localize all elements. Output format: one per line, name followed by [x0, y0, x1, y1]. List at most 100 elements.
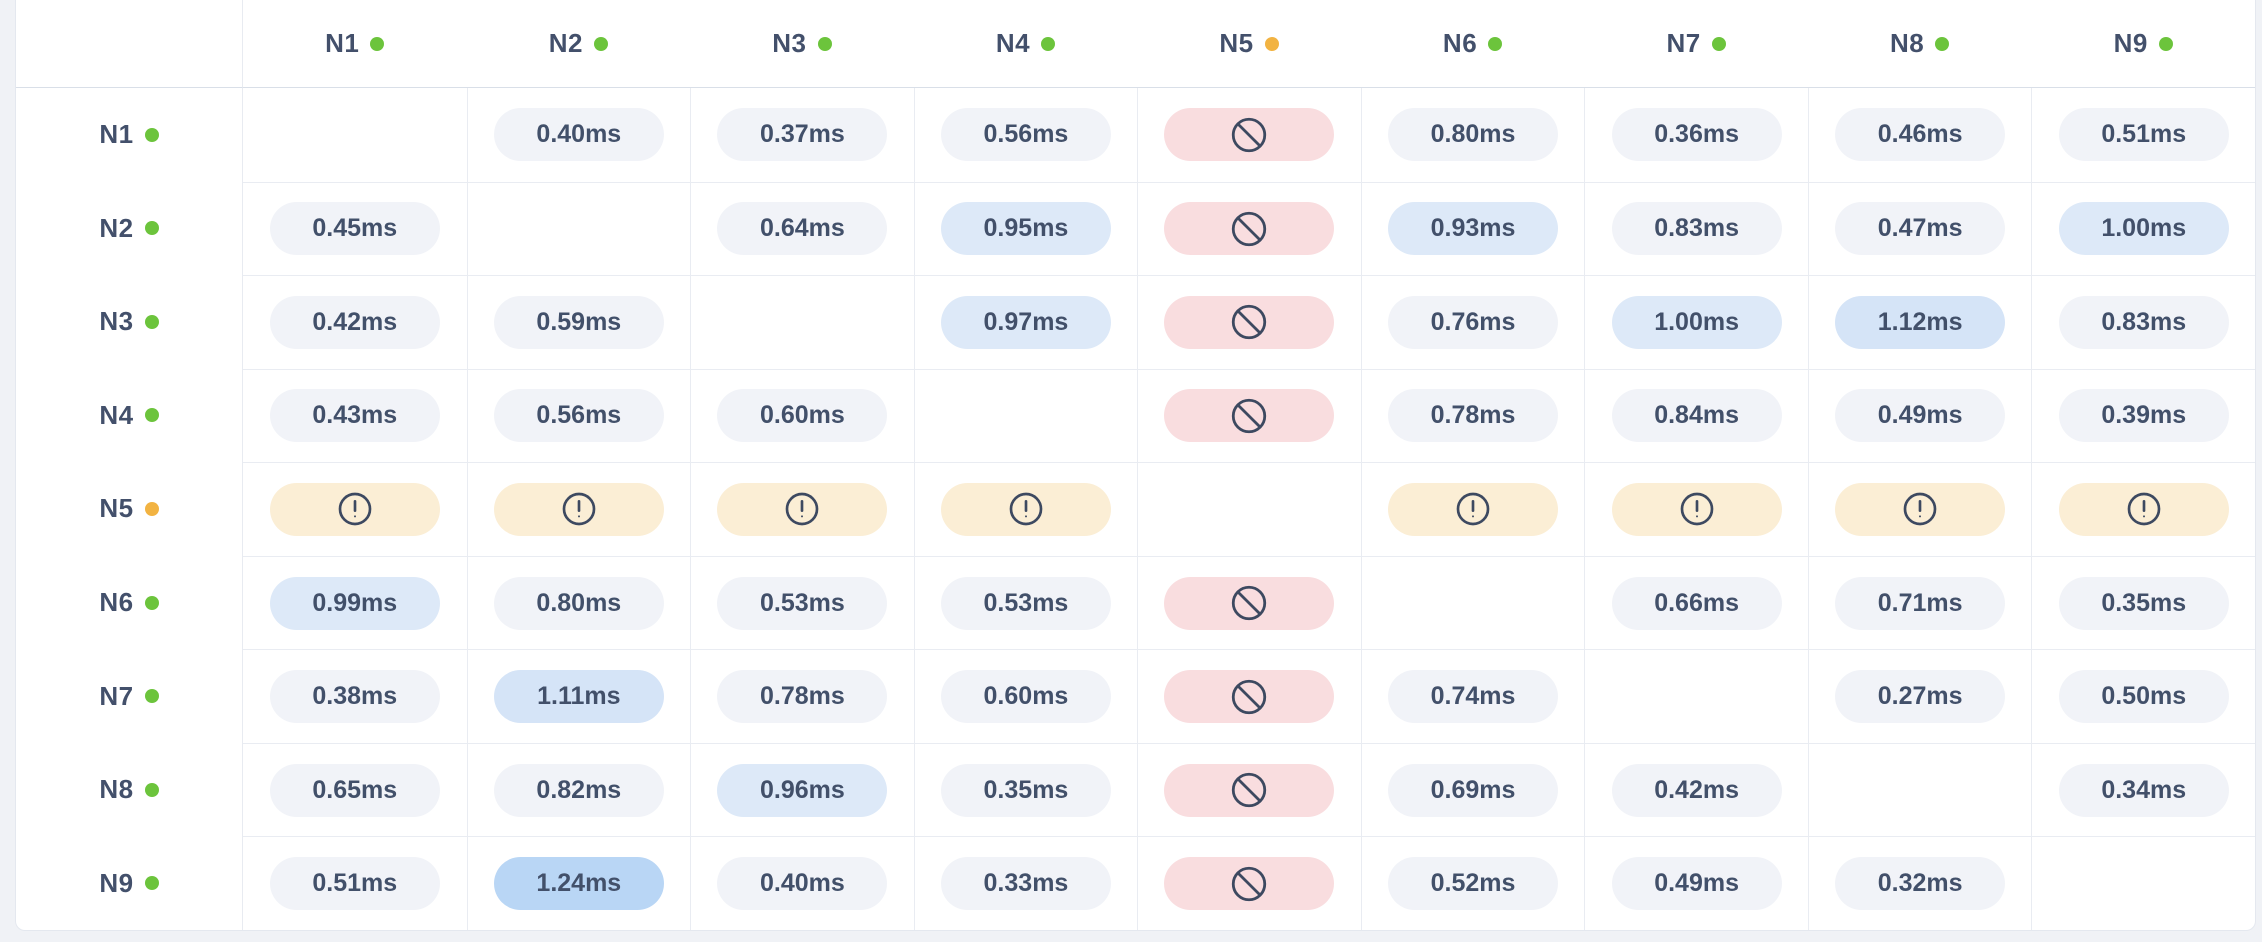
latency-cell-n3-n9: 0.83ms: [2031, 275, 2255, 369]
column-header-n7: N7: [1584, 0, 1808, 88]
latency-pill[interactable]: 0.51ms: [269, 857, 440, 911]
latency-pill[interactable]: 0.34ms: [2058, 763, 2229, 817]
blocked-pill[interactable]: [1164, 202, 1335, 256]
blocked-pill[interactable]: [1164, 108, 1335, 162]
latency-pill[interactable]: 0.40ms: [717, 857, 888, 911]
latency-pill[interactable]: 0.76ms: [1388, 295, 1559, 349]
unreachable-cell-n5-n7: [1584, 462, 1808, 556]
latency-pill[interactable]: 0.45ms: [269, 202, 440, 256]
latency-pill[interactable]: 0.74ms: [1388, 670, 1559, 724]
latency-pill[interactable]: 1.11ms: [493, 670, 664, 724]
latency-pill[interactable]: 0.43ms: [269, 389, 440, 443]
latency-pill[interactable]: 0.99ms: [269, 576, 440, 630]
node-label: N5: [99, 493, 134, 524]
latency-pill[interactable]: 0.27ms: [1835, 670, 2006, 724]
node-label: N8: [99, 774, 134, 805]
latency-pill[interactable]: 0.40ms: [493, 108, 664, 162]
blocked-pill[interactable]: [1164, 763, 1335, 817]
status-dot-icon: [2158, 36, 2173, 51]
latency-pill[interactable]: 0.93ms: [1388, 202, 1559, 256]
latency-pill[interactable]: 0.60ms: [940, 670, 1111, 724]
latency-pill[interactable]: 0.52ms: [1388, 857, 1559, 911]
latency-cell-n1-n8: 0.46ms: [1807, 88, 2032, 182]
unreachable-pill[interactable]: [2058, 482, 2229, 536]
unreachable-cell-n5-n1: [243, 462, 467, 556]
latency-pill[interactable]: 1.00ms: [1611, 295, 1782, 349]
latency-pill[interactable]: 0.83ms: [1611, 202, 1782, 256]
latency-pill[interactable]: 0.53ms: [717, 576, 888, 630]
latency-cell-n2-n1: 0.45ms: [243, 181, 467, 276]
column-header-n8: N8: [1807, 0, 2032, 88]
latency-pill[interactable]: 0.78ms: [717, 670, 888, 724]
status-dot-icon: [144, 595, 159, 610]
latency-pill[interactable]: 0.56ms: [940, 108, 1111, 162]
latency-pill[interactable]: 0.95ms: [940, 202, 1111, 256]
latency-cell-n9-n7: 0.49ms: [1584, 836, 1808, 930]
latency-pill[interactable]: 0.82ms: [493, 763, 664, 817]
latency-cell-n3-n8: 1.12ms: [1807, 275, 2032, 369]
latency-pill[interactable]: 0.53ms: [940, 576, 1111, 630]
latency-pill[interactable]: 0.38ms: [269, 670, 440, 724]
latency-cell-n2-n3: 0.64ms: [690, 181, 914, 276]
latency-pill[interactable]: 0.80ms: [1388, 108, 1559, 162]
latency-pill[interactable]: 0.71ms: [1835, 576, 2006, 630]
latency-pill[interactable]: 0.35ms: [2058, 576, 2229, 630]
latency-pill[interactable]: 0.65ms: [269, 763, 440, 817]
latency-pill[interactable]: 0.80ms: [493, 576, 664, 630]
blocked-cell-n4-n5: [1137, 368, 1361, 463]
latency-pill[interactable]: 0.96ms: [717, 763, 888, 817]
latency-pill[interactable]: 0.51ms: [2058, 108, 2229, 162]
latency-pill[interactable]: 0.64ms: [717, 202, 888, 256]
blocked-pill[interactable]: [1164, 295, 1335, 349]
status-dot-icon: [144, 782, 159, 797]
latency-pill[interactable]: 0.37ms: [717, 108, 888, 162]
blocked-cell-n8-n5: [1137, 742, 1361, 837]
latency-pill[interactable]: 0.36ms: [1611, 108, 1782, 162]
latency-cell-n4-n7: 0.84ms: [1584, 368, 1808, 463]
latency-pill[interactable]: 0.49ms: [1611, 857, 1782, 911]
alert-circle-icon: [559, 489, 599, 529]
blocked-pill[interactable]: [1164, 670, 1335, 724]
unreachable-pill[interactable]: [269, 482, 440, 536]
latency-pill[interactable]: 0.42ms: [269, 295, 440, 349]
latency-pill[interactable]: 0.39ms: [2058, 389, 2229, 443]
latency-cell-n2-n6: 0.93ms: [1360, 181, 1585, 276]
unreachable-pill[interactable]: [1388, 482, 1559, 536]
latency-pill[interactable]: 0.35ms: [940, 763, 1111, 817]
column-header-n2: N2: [466, 0, 691, 88]
latency-pill[interactable]: 0.69ms: [1388, 763, 1559, 817]
unreachable-pill[interactable]: [940, 482, 1111, 536]
ban-icon: [1228, 676, 1270, 718]
alert-circle-icon: [1677, 489, 1717, 529]
latency-pill[interactable]: 0.50ms: [2058, 670, 2229, 724]
latency-pill[interactable]: 0.42ms: [1611, 763, 1782, 817]
latency-pill[interactable]: 1.12ms: [1835, 295, 2006, 349]
latency-pill[interactable]: 0.33ms: [940, 857, 1111, 911]
row-header-n2: N2: [16, 181, 243, 276]
latency-pill[interactable]: 0.60ms: [717, 389, 888, 443]
latency-pill[interactable]: 0.59ms: [493, 295, 664, 349]
self-cell-n3-n3: [690, 275, 914, 369]
latency-pill[interactable]: 0.47ms: [1835, 202, 2006, 256]
latency-pill[interactable]: 0.66ms: [1611, 576, 1782, 630]
unreachable-pill[interactable]: [493, 482, 664, 536]
latency-cell-n2-n4: 0.95ms: [913, 181, 1138, 276]
blocked-pill[interactable]: [1164, 576, 1335, 630]
unreachable-pill[interactable]: [1611, 482, 1782, 536]
row-header-n8: N8: [16, 742, 243, 837]
latency-pill[interactable]: 0.78ms: [1388, 389, 1559, 443]
latency-pill[interactable]: 1.00ms: [2058, 202, 2229, 256]
latency-pill[interactable]: 0.56ms: [493, 389, 664, 443]
unreachable-pill[interactable]: [1835, 482, 2006, 536]
blocked-pill[interactable]: [1164, 857, 1335, 911]
blocked-pill[interactable]: [1164, 389, 1335, 443]
latency-pill[interactable]: 0.97ms: [940, 295, 1111, 349]
latency-pill[interactable]: 0.49ms: [1835, 389, 2006, 443]
latency-pill[interactable]: 0.46ms: [1835, 108, 2006, 162]
latency-pill[interactable]: 0.84ms: [1611, 389, 1782, 443]
unreachable-pill[interactable]: [717, 482, 888, 536]
latency-pill[interactable]: 0.83ms: [2058, 295, 2229, 349]
latency-cell-n2-n8: 0.47ms: [1807, 181, 2032, 276]
latency-pill[interactable]: 1.24ms: [493, 857, 664, 911]
latency-pill[interactable]: 0.32ms: [1835, 857, 2006, 911]
